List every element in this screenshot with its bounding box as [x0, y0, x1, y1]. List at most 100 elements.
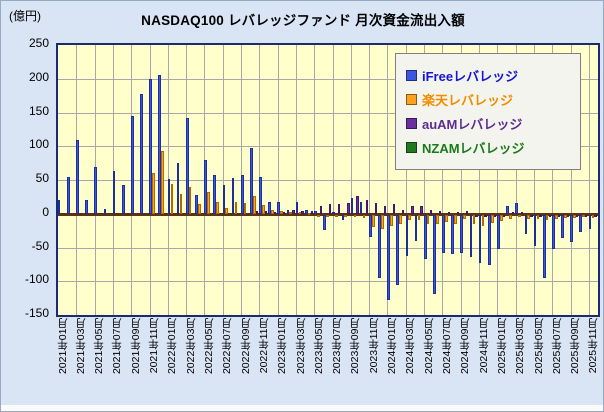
y-axis-unit-label: (億円): [9, 9, 41, 23]
bar-auAMレバレッジ-2023年04月: [310, 211, 313, 214]
x-tick-2023年11月: 2023年11月: [367, 318, 380, 374]
bar-auAMレバレッジ-2023年03月: [301, 211, 304, 214]
bar-楽天レバレッジ-2022年02月: [179, 193, 183, 214]
x-tick-2023年09月: 2023年09月: [349, 318, 362, 375]
x-tick-2022年03月: 2022年03月: [184, 318, 197, 375]
gridline-v-9: [222, 45, 224, 315]
x-tick-2025年03月: 2025年03月: [514, 318, 527, 375]
x-tick-2022年01月: 2022年01月: [166, 318, 179, 375]
bar-auAMレバレッジ-2023年02月: [292, 209, 295, 214]
bar-auAMレバレッジ-2024年04月: [420, 205, 423, 214]
bar-楽天レバレッジ-2023年05月: [316, 214, 320, 217]
bar-auAMレバレッジ-2024年06月: [438, 211, 442, 214]
bar-auAMレバレッジ-2023年09月: [356, 196, 359, 214]
bar-iFreeレバレッジ-2023年09月: [350, 197, 354, 214]
bar-iFreeレバレッジ-2025年01月: [497, 214, 500, 249]
bar-auAMレバレッジ-2024年02月: [402, 209, 405, 214]
bar-楽天レバレッジ-2024年09月: [463, 214, 467, 220]
bar-楽天レバレッジ-2022年09月: [243, 202, 247, 214]
bar-auAMレバレッジ-2024年01月: [392, 203, 396, 214]
legend-label: auAMレバレッジ: [422, 117, 523, 132]
bar-auAMレバレッジ-2024年07月: [447, 211, 451, 214]
y-tick-250: 250: [28, 36, 49, 50]
gridline-v-13: [295, 45, 297, 315]
legend-marker-icon: [406, 94, 417, 105]
bar-iFreeレバレッジ-2023年01月: [277, 201, 281, 214]
bar-楽天レバレッジ-2023年08月: [344, 214, 348, 217]
legend-marker-icon: [406, 70, 417, 81]
bar-auAMレバレッジ-2024年08月: [457, 212, 460, 215]
x-tick-2021年09月: 2021年09月: [129, 318, 142, 375]
bar-iFreeレバレッジ-2023年11月: [368, 214, 372, 238]
x-tick-2022年09月: 2022年09月: [239, 318, 252, 375]
gridline-h--50: [58, 247, 598, 249]
bar-auAMレバレッジ-2024年09月: [466, 211, 469, 214]
x-tick-2021年11月: 2021年11月: [148, 318, 161, 374]
bar-楽天レバレッジ-2023年01月: [280, 211, 284, 214]
bar-iFreeレバレッジ-2022年03月: [185, 117, 189, 214]
bar-iFreeレバレッジ-2025年07月: [552, 214, 555, 250]
bar-iFreeレバレッジ-2025年05月: [533, 214, 537, 246]
bar-iFreeレバレッジ-2021年01月: [57, 200, 61, 214]
legend-label: 楽天レバレッジ: [422, 93, 514, 108]
x-tick-2023年03月: 2023年03月: [294, 318, 307, 375]
bar-iFreeレバレッジ-2022年09月: [240, 174, 244, 214]
bar-楽天レバレッジ-2024年04月: [417, 214, 421, 221]
legend-marker-icon: [406, 142, 417, 153]
legend-item-NZAMレバレッジ: NZAMレバレッジ: [406, 138, 570, 157]
bar-楽天レバレッジ-2024年12月: [490, 214, 494, 223]
bar-iFreeレバレッジ-2024年04月: [414, 214, 418, 242]
bar-楽天レバレッジ-2022年06月: [216, 201, 219, 214]
bar-iFreeレバレッジ-2021年12月: [158, 74, 162, 214]
bar-iFreeレバレッジ-2024年08月: [451, 214, 455, 254]
bar-iFreeレバレッジ-2022年05月: [204, 160, 207, 214]
gridline-v-28: [570, 45, 572, 315]
bar-iFreeレバレッジ-2021年10月: [140, 94, 143, 214]
bar-auAMレバレッジ-2024年05月: [429, 209, 432, 214]
bar-楽天レバレッジ-2024年05月: [426, 214, 430, 224]
x-tick-2024年11月: 2024年11月: [477, 318, 490, 374]
bar-楽天レバレッジ-2022年11月: [262, 204, 265, 214]
bottom-margin-strip: [1, 405, 603, 411]
bar-auAMレバレッジ-2023年05月: [319, 205, 323, 214]
y-tick-50: 50: [35, 171, 49, 185]
gridline-h-150: [58, 112, 598, 114]
gridline-v-23: [479, 45, 481, 315]
bar-auAMレバレッジ-2023年12月: [383, 205, 387, 214]
bar-iFreeレバレッジ-2021年08月: [121, 185, 125, 214]
bar-iFreeレバレッジ-2024年12月: [487, 214, 491, 265]
bar-楽天レバレッジ-2022年10月: [252, 195, 256, 214]
gridline-v-27: [552, 45, 554, 315]
bar-楽天レバレッジ-2025年07月: [554, 214, 558, 219]
bar-auAMレバレッジ-2023年06月: [328, 203, 332, 214]
x-tick-2021年05月: 2021年05月: [93, 318, 106, 375]
bar-auAMレバレッジ-2025年08月: [566, 214, 570, 217]
bar-iFreeレバレッジ-2024年03月: [405, 214, 409, 256]
zero-axis-line: [58, 212, 598, 216]
bar-iFreeレバレッジ-2025年11月: [588, 214, 592, 229]
gridline-v-12: [277, 45, 279, 315]
bar-auAMレバレッジ-2023年10月: [365, 199, 368, 214]
bar-iFreeレバレッジ-2024年07月: [442, 214, 445, 253]
bar-auAMレバレッジ-2023年11月: [374, 202, 377, 214]
bar-楽天レバレッジ-2021年12月: [161, 150, 165, 214]
bar-auAMレバレッジ-2025年03月: [521, 211, 524, 214]
bar-auAMレバレッジ-2025年11月: [594, 214, 597, 217]
bar-iFreeレバレッジ-2022年06月: [213, 175, 217, 214]
bar-iFreeレバレッジ-2021年06月: [103, 209, 107, 214]
bar-iFreeレバレッジ-2024年06月: [433, 214, 436, 295]
bar-楽天レバレッジ-2024年02月: [399, 214, 402, 224]
bar-楽天レバレッジ-2023年11月: [371, 214, 375, 227]
x-tick-2024年01月: 2024年01月: [386, 318, 399, 375]
bar-楽天レバレッジ-2025年09月: [573, 214, 576, 219]
bar-楽天レバレッジ-2023年03月: [298, 212, 302, 215]
gridline-h-100: [58, 146, 598, 148]
bar-楽天レバレッジ-2024年07月: [445, 214, 448, 223]
bar-iFreeレバレッジ-2025年04月: [524, 214, 528, 234]
gridline-h--100: [58, 281, 598, 283]
bar-楽天レバレッジ-2023年12月: [381, 214, 384, 229]
bar-楽天レバレッジ-2025年01月: [499, 214, 503, 221]
bar-楽天レバレッジ-2024年10月: [472, 214, 476, 224]
bar-iFreeレバレッジ-2022年08月: [231, 177, 235, 214]
